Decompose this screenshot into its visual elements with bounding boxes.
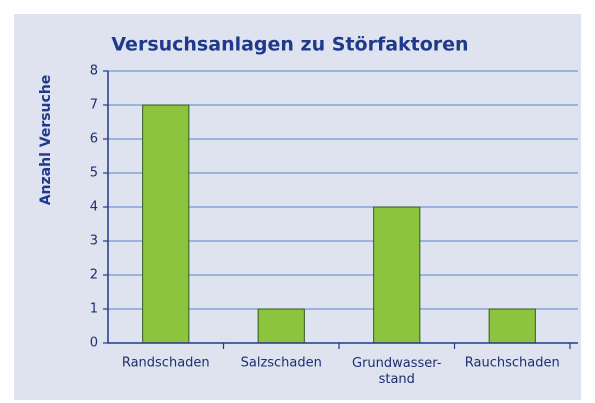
y-tick-label: 8 xyxy=(90,64,98,79)
y-tick-label: 7 xyxy=(90,98,98,113)
bar xyxy=(257,308,305,344)
y-tick-label: 5 xyxy=(90,166,98,181)
y-tick-label: 4 xyxy=(90,200,98,215)
y-tick-label: 0 xyxy=(90,336,98,351)
y-tick-label: 1 xyxy=(90,302,98,317)
chart-title: Versuchsanlagen zu Störfaktoren xyxy=(111,34,468,56)
x-tick-label: Grundwasser-stand xyxy=(352,356,442,387)
y-tick-label: 2 xyxy=(90,268,98,283)
bar xyxy=(373,206,421,344)
y-axis-label: Anzahl Versuche xyxy=(38,75,54,206)
bar xyxy=(488,308,536,344)
x-tick-label: Rauchschaden xyxy=(465,356,560,371)
x-tick-label: Randschaden xyxy=(122,356,210,371)
x-tick-label: Salzschaden xyxy=(241,356,322,371)
bar xyxy=(142,104,190,344)
y-tick-label: 6 xyxy=(90,132,98,147)
y-tick-label: 3 xyxy=(90,234,98,249)
